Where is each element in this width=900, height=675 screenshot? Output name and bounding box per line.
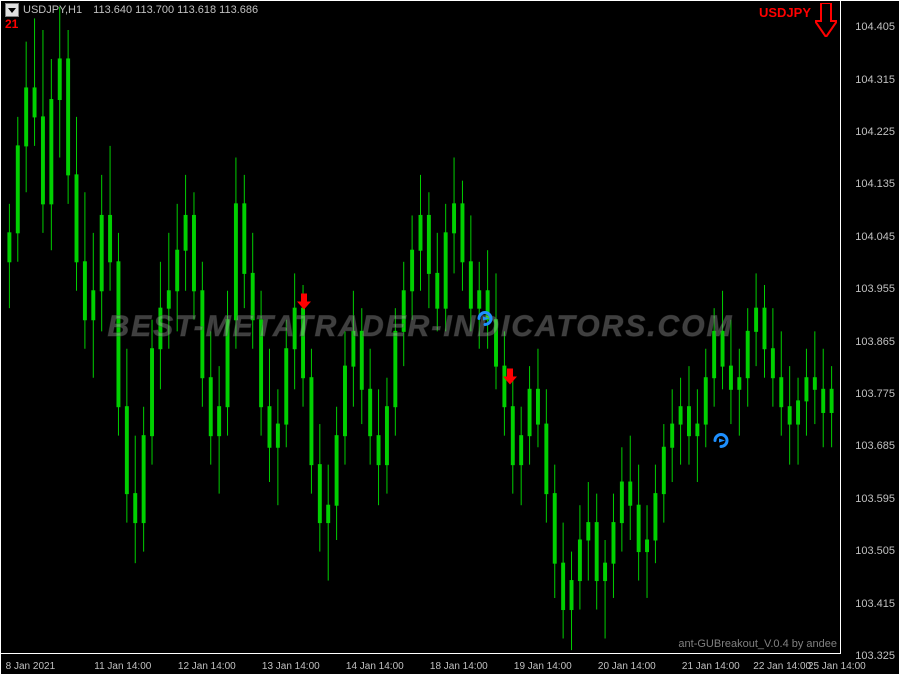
symbol-timeframe: USDJPY,H1 (23, 4, 82, 16)
time-tick-label: 8 Jan 2021 (6, 661, 56, 672)
time-tick-label: 21 Jan 14:00 (682, 661, 740, 672)
price-tick-label: 104.225 (855, 126, 895, 138)
time-tick-label: 14 Jan 14:00 (346, 661, 404, 672)
price-tick-label: 104.045 (855, 231, 895, 243)
chart-plot-area[interactable]: BEST-METATRADER-INDICATORS.COM (1, 1, 841, 654)
time-tick-label: 20 Jan 14:00 (598, 661, 656, 672)
signal-down-arrow-icon (297, 293, 311, 314)
time-tick-label: 13 Jan 14:00 (262, 661, 320, 672)
indicator-period-label: 21 (5, 17, 18, 31)
price-tick-label: 103.595 (855, 493, 895, 505)
price-tick-label: 103.775 (855, 388, 895, 400)
time-tick-label: 22 Jan 14:00 (753, 661, 811, 672)
price-tick-label: 104.315 (855, 74, 895, 86)
signal-down-arrow-icon (503, 369, 517, 390)
signal-right-icon (713, 433, 729, 454)
chart-header: USDJPY,H1 113.640 113.700 113.618 113.68… (5, 3, 258, 17)
price-tick-label: 103.415 (855, 598, 895, 610)
time-tick-label: 25 Jan 14:00 (808, 661, 866, 672)
chart-window: USDJPY,H1 113.640 113.700 113.618 113.68… (0, 0, 900, 675)
price-tick-label: 104.405 (855, 21, 895, 33)
symbol-direction-label: USDJPY (759, 5, 811, 20)
time-tick-label: 19 Jan 14:00 (514, 661, 572, 672)
indicator-credit-label: ant-GUBreakout_V.0.4 by andee (678, 638, 837, 650)
time-axis: 8 Jan 2021 11 Jan 14:00 12 Jan 14:00 13 Jan… (1, 654, 841, 674)
signal-right-icon (477, 311, 493, 332)
time-tick-label: 11 Jan 14:00 (94, 661, 151, 672)
time-tick-label: 12 Jan 14:00 (178, 661, 236, 672)
time-tick-label: 18 Jan 14:00 (430, 661, 488, 672)
ohlc-values: 113.640 113.700 113.618 113.686 (93, 4, 258, 16)
price-axis: 104.405 104.315 104.225 104.135 104.045 103.9… (841, 1, 899, 654)
price-tick-label: 103.955 (855, 283, 895, 295)
price-tick-label: 103.505 (855, 545, 895, 557)
price-tick-label: 104.135 (855, 178, 895, 190)
candlestick-series (1, 1, 840, 653)
symbol-dropdown-button[interactable] (5, 3, 19, 17)
price-tick-label: 103.865 (855, 336, 895, 348)
price-tick-label: 103.685 (855, 440, 895, 452)
direction-down-icon (815, 3, 837, 42)
